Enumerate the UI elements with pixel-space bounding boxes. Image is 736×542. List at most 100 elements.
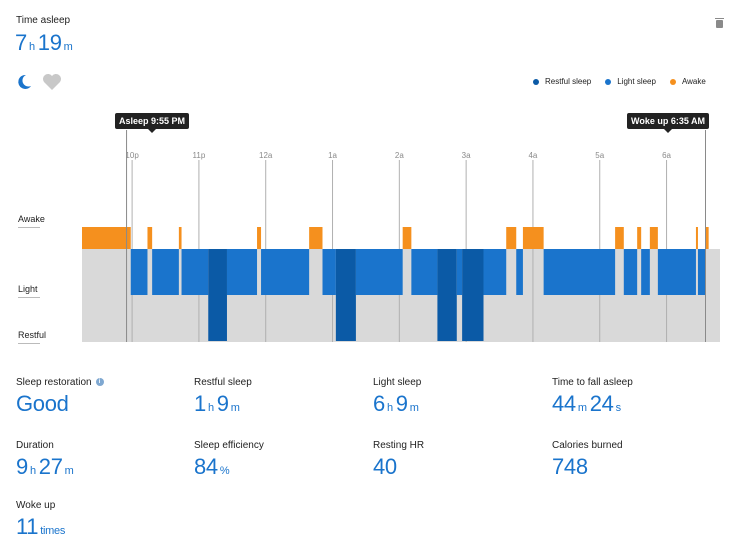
- awake-segment: [649, 227, 658, 249]
- stat-label: Woke up: [16, 500, 56, 511]
- x-tick-label: 6a: [662, 151, 671, 160]
- info-icon[interactable]: i: [95, 378, 104, 387]
- legend-restful-label: Restful sleep: [545, 77, 592, 86]
- chart-legend: Restful sleep Light sleep Awake: [533, 77, 706, 86]
- light-segment: [623, 249, 638, 295]
- moon-icon: [18, 74, 31, 89]
- awake-segment: [705, 227, 709, 249]
- light-segment: [152, 249, 179, 295]
- restful-dot-icon: [533, 78, 539, 85]
- stat-label: Sleep restoration i: [16, 377, 104, 388]
- stat-value: Good: [16, 391, 104, 417]
- heart-rate-toggle[interactable]: [42, 73, 62, 91]
- light-segment: [516, 249, 523, 295]
- light-dot-icon: [605, 78, 612, 85]
- stat-number-2: 9: [216, 391, 229, 416]
- awake-dot-icon: [669, 78, 676, 85]
- restful-segment: [462, 249, 484, 341]
- trash-icon[interactable]: [715, 18, 724, 28]
- y-label-restful: Restful: [18, 330, 47, 344]
- stat-unit: h: [29, 465, 36, 477]
- awake-segment: [506, 227, 517, 249]
- stat-unit: m: [577, 402, 587, 414]
- page-title: Time asleep: [16, 15, 71, 26]
- legend-awake-label: Awake: [681, 77, 706, 86]
- stat-unit: %: [219, 465, 230, 477]
- stat-number: Good: [16, 391, 69, 416]
- stat-label: Duration: [16, 440, 54, 451]
- stat-unit-2: s: [615, 402, 622, 414]
- stat-number-2: 27: [38, 454, 63, 479]
- awake-segment: [522, 227, 544, 249]
- heart-icon: [43, 74, 61, 90]
- legend-awake: Awake: [669, 77, 706, 86]
- stat-label: Light sleep: [373, 377, 422, 388]
- hours-unit: h: [28, 41, 35, 53]
- light-segment: [657, 249, 696, 295]
- stat-value: 748: [552, 454, 623, 480]
- awake-segment: [615, 227, 624, 249]
- woke-up-tooltip: Woke up 6:35 AM: [627, 113, 710, 133]
- x-tick-label: 1a: [328, 151, 337, 160]
- time-asleep-value: 7 h 19 m: [15, 30, 76, 56]
- x-tick-label: 3a: [462, 151, 471, 160]
- stat-number: 6: [373, 391, 385, 416]
- restful-segment: [335, 249, 356, 341]
- stat-unit: h: [207, 402, 214, 414]
- y-label-light: Light: [18, 284, 40, 298]
- stat-number: 40: [373, 454, 397, 479]
- stat-unit-2: m: [230, 402, 240, 414]
- x-tick-label: 12a: [259, 151, 273, 160]
- stat-number: 9: [16, 454, 28, 479]
- awake-segment: [309, 227, 323, 249]
- stat-sleep-efficiency: Sleep efficiency 84%: [194, 440, 264, 480]
- light-segment: [411, 249, 438, 295]
- stat-restful-sleep: Restful sleep 1 h 9 m: [194, 377, 252, 417]
- stat-light-sleep: Light sleep 6 h 9 m: [373, 377, 422, 417]
- stat-value: 40: [373, 454, 424, 480]
- asleep-tooltip: Asleep 9:55 PM: [115, 113, 190, 133]
- light-segment: [226, 249, 258, 295]
- stat-number: 748: [552, 454, 588, 479]
- legend-light-label: Light sleep: [617, 77, 656, 86]
- x-tick-label: 4a: [528, 151, 537, 160]
- stat-label: Resting HR: [373, 440, 425, 451]
- stat-unit: h: [386, 402, 393, 414]
- stat-woke-up: Woke up 11 times: [16, 500, 68, 540]
- minutes-unit: m: [63, 41, 73, 53]
- stat-value: 84%: [194, 454, 264, 480]
- hours-value: 7: [15, 30, 27, 55]
- legend-restful: Restful sleep: [533, 77, 591, 86]
- stat-time-to-fall-asleep: Time to fall asleep 44 m 24 s: [552, 377, 633, 417]
- awake-segment: [147, 227, 153, 249]
- stat-unit-2: m: [64, 465, 74, 477]
- stat-label: Sleep efficiency: [194, 440, 264, 451]
- light-segment: [261, 249, 310, 295]
- stat-number: 11: [16, 514, 39, 539]
- awake-segment: [257, 227, 262, 249]
- y-label-awake: Awake: [18, 214, 45, 228]
- x-tick-label: 11p: [193, 151, 206, 160]
- awake-segment: [695, 227, 698, 249]
- stat-number-2: 9: [395, 391, 408, 416]
- light-segment: [697, 249, 706, 295]
- light-segment: [355, 249, 403, 295]
- light-segment: [130, 249, 148, 295]
- stat-duration: Duration 9 h 27 m: [16, 440, 77, 480]
- stat-number-2: 24: [589, 391, 614, 416]
- restful-segment: [208, 249, 227, 341]
- legend-light: Light sleep: [605, 77, 656, 86]
- minutes-value: 19: [37, 30, 62, 55]
- x-tick-label: 10p: [125, 151, 139, 160]
- stat-calories-burned: Calories burned 748: [552, 440, 623, 480]
- stat-label: Calories burned: [552, 440, 623, 451]
- sleep-toggle[interactable]: [15, 73, 33, 91]
- stat-unit: times: [40, 525, 66, 537]
- awake-segment: [178, 227, 182, 249]
- awake-segment: [637, 227, 642, 249]
- stat-number: 44: [552, 391, 576, 416]
- awake-segment: [82, 227, 131, 249]
